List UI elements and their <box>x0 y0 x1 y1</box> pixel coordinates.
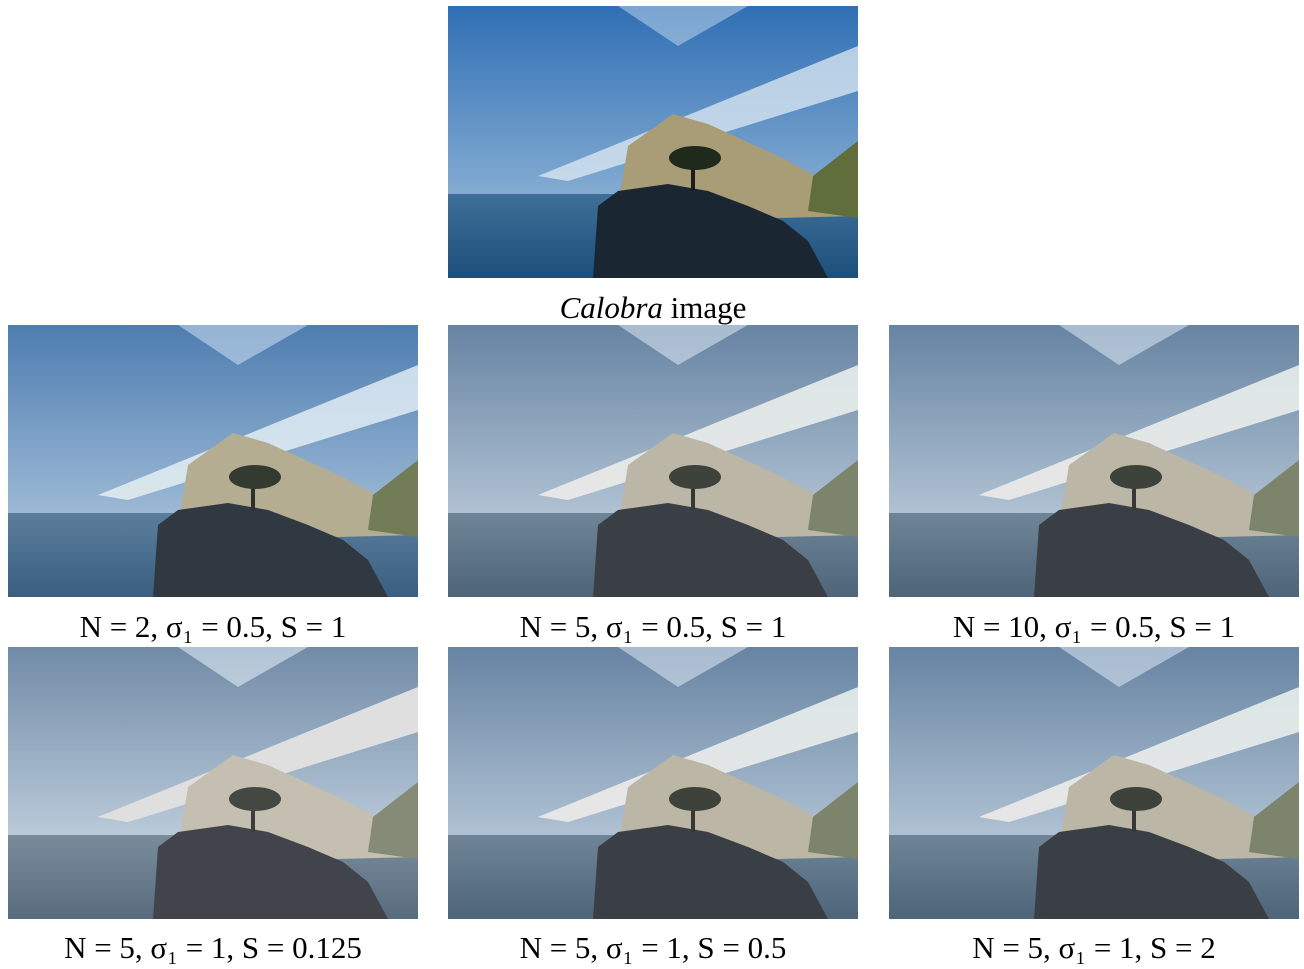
original-image <box>448 6 858 278</box>
result-caption: N = 5, σ₁ = 1, S = 0.125 <box>64 930 362 965</box>
result-caption: N = 5, σ₁ = 0.5, S = 1 <box>519 609 787 644</box>
result-caption: N = 2, σ₁ = 0.5, S = 1 <box>79 609 347 644</box>
result-caption: N = 5, σ₁ = 1, S = 0.5 <box>519 930 787 965</box>
result-caption: N = 5, σ₁ = 1, S = 2 <box>972 930 1216 965</box>
result-image <box>889 325 1299 597</box>
image-name: Calobra <box>559 290 663 325</box>
result-image <box>8 647 418 919</box>
original-caption: Calobra image <box>433 290 873 326</box>
result-image <box>889 647 1299 919</box>
result-image <box>8 325 418 597</box>
result-image <box>448 647 858 919</box>
caption-suffix: image <box>670 290 747 325</box>
result-image <box>448 325 858 597</box>
result-caption: N = 10, σ₁ = 0.5, S = 1 <box>952 609 1236 644</box>
